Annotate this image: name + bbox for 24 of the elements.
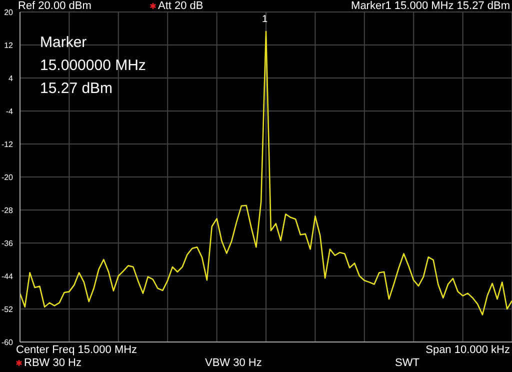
annotation: Marker (40, 34, 87, 51)
text: SWT (395, 357, 420, 369)
y-tick-label: -36 (1, 238, 14, 248)
y-tick-label: -20 (1, 172, 14, 182)
y-tick-label: -52 (1, 304, 14, 314)
text: Span 10.000 kHz (426, 344, 510, 356)
annotation: 15.000000 MHz (40, 57, 146, 74)
text: VBW 30 Hz (205, 357, 262, 369)
text: RBW 30 Hz (24, 357, 82, 369)
y-tick-label: -28 (1, 206, 14, 215)
line-series (20, 30, 512, 316)
annotation: Ref 20.00 dBm (18, 0, 92, 12)
y-tick-label: 12 (4, 40, 14, 50)
y-tick-label: -60 (1, 338, 14, 347)
annotation: Att 20 dB (158, 0, 204, 12)
y-tick-label: -44 (1, 272, 14, 281)
annotation: Marker1 15.000 MHz 15.27 dBm (351, 0, 510, 12)
y-tick-label: 4 (8, 74, 14, 83)
text: Center Freq 15.000 MHz (16, 344, 138, 356)
y-tick-label: 20 (4, 8, 14, 17)
annotation: 1 (262, 14, 268, 25)
y-tick-label: -4 (6, 106, 14, 116)
annotation: 15.27 dBm (40, 80, 113, 97)
y-tick-label: -12 (1, 140, 14, 149)
